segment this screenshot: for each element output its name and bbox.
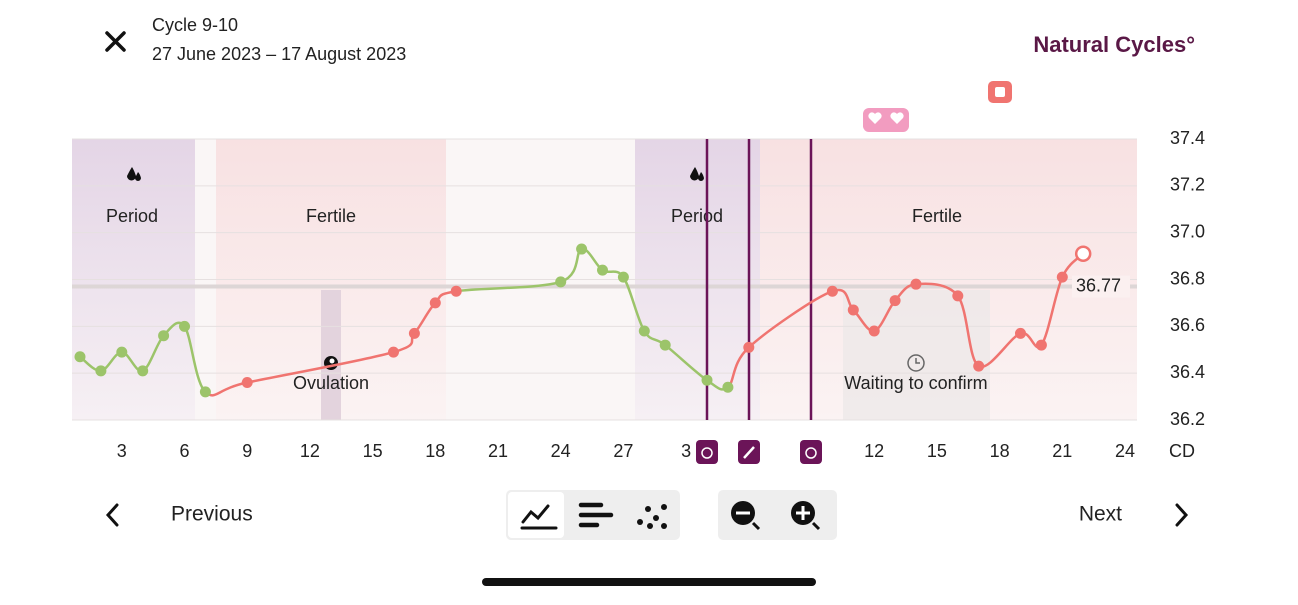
phase-label: Period [671, 206, 723, 226]
phase-label: Fertile [912, 206, 962, 226]
x-tick-label: 3 [117, 441, 127, 461]
temperature-point [116, 346, 128, 358]
ovulation-label: Ovulation [293, 373, 369, 393]
temperature-point [910, 278, 922, 290]
previous-label: Previous [171, 503, 253, 526]
temperature-point [1056, 271, 1068, 283]
temperature-point [659, 339, 671, 351]
temperature-point [95, 365, 107, 377]
temperature-point [1074, 245, 1092, 262]
temperature-point [617, 271, 629, 283]
temperature-point [179, 320, 190, 332]
coverline-label-bg [1072, 275, 1130, 298]
temperature-point [74, 351, 86, 363]
x-tick-label: 21 [1052, 441, 1072, 461]
x-tick-label: 21 [488, 441, 508, 461]
brand-logo: Natural Cycles° [1033, 32, 1195, 57]
temperature-point [429, 297, 441, 309]
x-tick-label: 18 [990, 441, 1010, 461]
temperature-point [1035, 339, 1047, 351]
temperature-point [158, 330, 170, 342]
temperature-point [743, 341, 755, 353]
temperature-line [747, 290, 833, 349]
x-tick-label: 9 [242, 441, 252, 461]
temperature-point [137, 365, 149, 377]
close-button[interactable] [105, 31, 126, 52]
zoom-controls[interactable] [718, 490, 837, 540]
event-icons [863, 81, 1012, 132]
x-tick-label: 24 [1115, 441, 1135, 461]
previous-button[interactable]: Previous [105, 503, 253, 527]
temperature-point [868, 325, 880, 337]
temperature-point [889, 295, 901, 307]
view-toggle[interactable] [506, 490, 680, 540]
x-tick-label: 15 [363, 441, 383, 461]
temperature-point [408, 327, 420, 339]
y-tick-label: 37.2 [1170, 175, 1205, 195]
x-tick-label: 12 [864, 441, 884, 461]
x-tick-label: 18 [425, 441, 445, 461]
phase-label: Fertile [306, 206, 356, 226]
x-tick-label: 24 [551, 441, 571, 461]
temperature-line [246, 350, 394, 384]
temperature-point [638, 325, 650, 337]
temperature-point [388, 346, 399, 358]
phase-label: Period [106, 206, 158, 226]
y-tick-label: 36.6 [1170, 315, 1205, 335]
temperature-point [241, 377, 253, 389]
home-indicator [482, 578, 816, 586]
y-tick-label: 36.2 [1170, 409, 1205, 429]
cycle-dates: 27 June 2023 – 17 August 2023 [152, 44, 406, 64]
temperature-point [555, 276, 567, 288]
status-label: Waiting to confirm [844, 373, 987, 393]
y-tick-label: 37.4 [1170, 128, 1205, 148]
x-tick-label: 15 [927, 441, 947, 461]
y-tick-label: 36.8 [1170, 268, 1205, 288]
event-markers [696, 139, 822, 464]
x-tick-label: 3 [681, 441, 691, 461]
temperature-point [847, 304, 859, 316]
temperature-point [826, 285, 838, 297]
temperature-point [576, 243, 588, 255]
y-tick-label: 37.0 [1170, 221, 1205, 241]
x-axis-label: CD [1169, 441, 1195, 461]
temperature-point [597, 264, 608, 276]
temperature-point [1015, 327, 1026, 339]
temperature-line [455, 280, 562, 293]
x-tick-label: 6 [179, 441, 189, 461]
cycle-title: Cycle 9-10 [152, 15, 238, 35]
coverline-label: 36.77 [1076, 275, 1121, 295]
next-button[interactable]: Next [1079, 503, 1189, 527]
temperature-point [701, 374, 713, 386]
temperature-point [199, 386, 211, 398]
next-label: Next [1079, 503, 1122, 526]
x-tick-label: 12 [300, 441, 320, 461]
y-tick-label: 36.4 [1170, 362, 1205, 382]
temperature-point [722, 381, 734, 393]
x-tick-label: 27 [613, 441, 633, 461]
temperature-point [952, 290, 964, 302]
temperature-point [973, 360, 985, 372]
temperature-point [450, 285, 462, 297]
